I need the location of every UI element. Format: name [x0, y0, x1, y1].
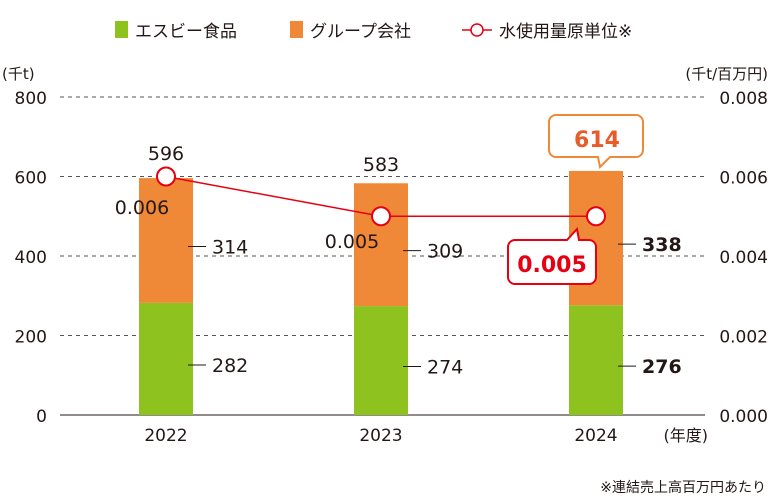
bar-value-label: 274	[427, 357, 463, 379]
legend-line-marker-circle	[470, 23, 484, 37]
left-tick-label: 0	[36, 407, 47, 427]
bar-value-label: 282	[212, 355, 248, 377]
bar-value-label: 276	[642, 356, 682, 378]
left-tick-label: 600	[15, 169, 47, 189]
footnote: ※連結売上高百万円あたり	[600, 479, 766, 496]
right-tick-label: 0.002	[719, 328, 768, 348]
legend-swatch-1	[115, 21, 128, 38]
bar-sb-foods-2024	[569, 305, 623, 415]
legend-label-1: エスビー食品	[135, 22, 237, 42]
intensity-point-2023	[371, 206, 391, 227]
total-label-2022: 596	[148, 143, 184, 165]
left-tick-label: 800	[15, 89, 47, 109]
total-callout-2024	[548, 114, 644, 170]
intensity-point-2022	[156, 166, 176, 187]
x-tick-label: 2024	[574, 426, 617, 446]
x-tick-label: 2023	[359, 426, 402, 446]
total-label-2023: 583	[363, 154, 399, 176]
x-tick-label: 2022	[144, 426, 187, 446]
right-tick-label: 0.004	[719, 248, 768, 268]
bar-value-label: 314	[212, 236, 248, 258]
legend-swatch-2	[290, 21, 303, 38]
intensity-callout-2024	[507, 226, 597, 285]
legend-label-3: 水使用量原単位※	[499, 21, 632, 42]
x-axis-label: (年度)	[664, 426, 709, 445]
right-tick-label: 0.006	[719, 169, 768, 189]
right-tick-label: 0.000	[719, 407, 768, 427]
bar-group-companies-2022	[139, 178, 193, 303]
total-label-2024: 614	[574, 128, 620, 153]
bar-sb-foods-2023	[354, 306, 408, 415]
bar-value-label: 338	[642, 234, 682, 256]
intensity-label-2024: 0.005	[517, 253, 587, 278]
intensity-point-2024	[586, 206, 606, 227]
right-axis-label: (千t/百万円)	[685, 65, 768, 83]
legend-label-2: グループ会社	[310, 22, 411, 42]
bar-sb-foods-2022	[139, 302, 193, 415]
right-tick-label: 0.008	[719, 89, 768, 109]
intensity-label-2023: 0.005	[325, 231, 379, 253]
left-tick-label: 400	[15, 248, 47, 268]
intensity-label-2022: 0.006	[115, 197, 169, 219]
bar-value-label: 309	[427, 241, 463, 263]
bar-group-companies-2023	[354, 183, 408, 307]
left-tick-label: 200	[15, 328, 47, 348]
left-axis-label: (千t)	[2, 65, 35, 83]
